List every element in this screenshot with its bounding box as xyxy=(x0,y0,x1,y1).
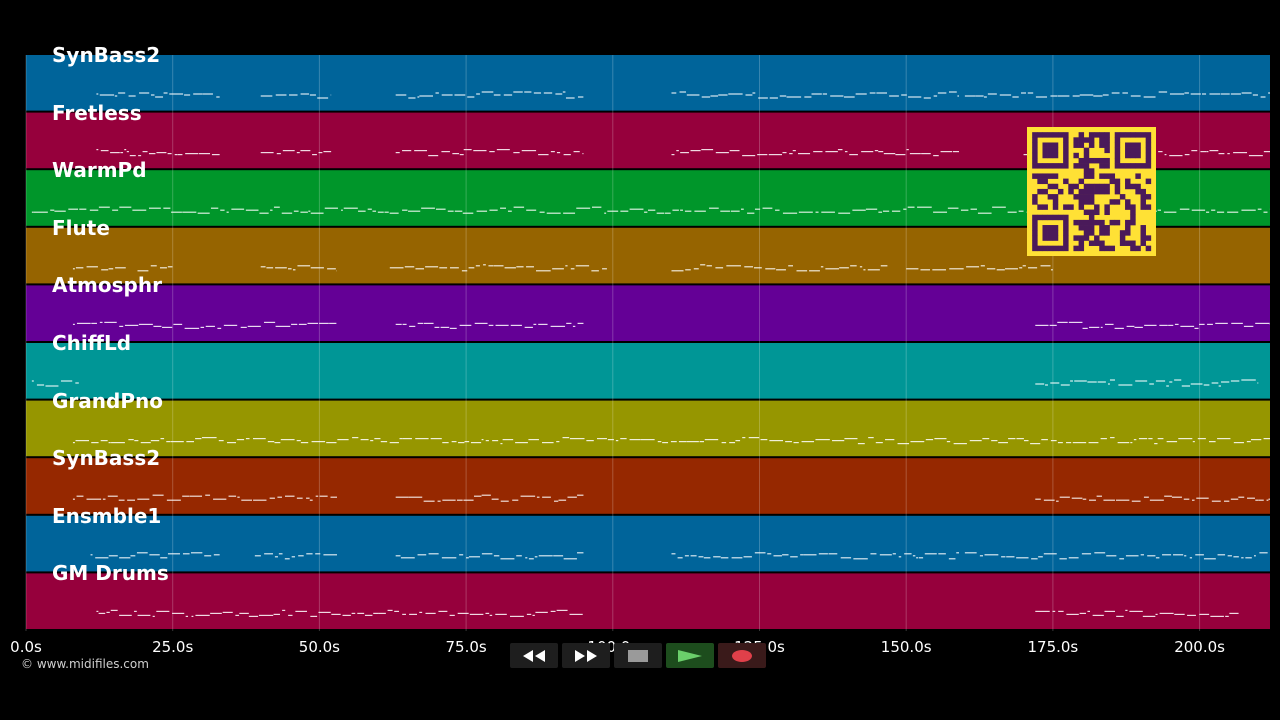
qr-code-graphic xyxy=(1027,127,1156,256)
play-icon xyxy=(678,649,702,662)
track-name: Fretless xyxy=(52,100,142,125)
stop-button[interactable] xyxy=(614,643,662,668)
track-name: Atmosphr xyxy=(52,273,162,298)
track-lane xyxy=(26,55,1270,111)
time-tick-label: 175.0s xyxy=(1027,638,1079,656)
qr-code-icon xyxy=(1027,127,1156,256)
track-lane xyxy=(26,458,1270,514)
track-name: SynBass2 xyxy=(52,446,161,471)
track-lane xyxy=(26,400,1270,457)
track-lane xyxy=(26,343,1270,399)
track-name: Ensmble1 xyxy=(52,503,162,528)
time-tick-label: 0.0s xyxy=(10,638,42,656)
play-button[interactable] xyxy=(666,643,714,668)
rewind-button[interactable] xyxy=(510,643,558,668)
record-icon xyxy=(732,649,752,662)
transport-controls xyxy=(510,643,770,668)
track-name: SynBass2 xyxy=(52,43,161,67)
time-tick-label: 50.0s xyxy=(298,638,340,656)
track-lane xyxy=(26,515,1270,572)
note-marks xyxy=(31,91,1270,618)
fast-forward-button[interactable] xyxy=(562,643,610,668)
track-lane xyxy=(26,573,1270,629)
time-grid xyxy=(25,55,1201,631)
time-tick-label: 200.0s xyxy=(1174,638,1225,656)
time-tick-label: 75.0s xyxy=(445,638,487,656)
stop-icon xyxy=(628,649,648,662)
track-name: Flute xyxy=(52,215,110,240)
fast-forward-icon xyxy=(575,649,597,662)
rewind-icon xyxy=(523,649,545,662)
time-tick-label: 25.0s xyxy=(152,638,194,656)
record-button[interactable] xyxy=(718,643,766,668)
track-name: GrandPno xyxy=(52,388,163,413)
copyright-text: © www.midifiles.com xyxy=(21,657,149,671)
track-name: WarmPd xyxy=(52,158,147,183)
track-name: GM Drums xyxy=(52,561,169,586)
track-name: ChiffLd xyxy=(52,331,132,355)
time-tick-label: 150.0s xyxy=(880,638,932,656)
track-lane xyxy=(26,285,1270,341)
